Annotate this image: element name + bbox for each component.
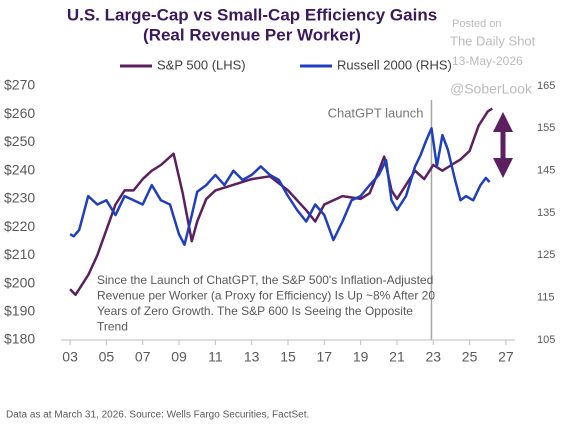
y2-tick-label: 165 — [537, 80, 555, 92]
y2-tick-label: 145 — [537, 165, 555, 177]
x-tick-label: 25 — [462, 349, 478, 365]
x-tick-label: 05 — [99, 349, 115, 365]
y-tick-label: $200 — [4, 274, 35, 290]
y-tick-label: $220 — [4, 218, 35, 234]
watermark: The Daily Shot — [450, 33, 536, 48]
y2-tick-label: 105 — [537, 334, 555, 346]
x-tick-label: 09 — [171, 349, 187, 365]
y2-tick-label: 115 — [537, 292, 555, 304]
source: Data as at March 31, 2026. Source: Wells… — [6, 410, 309, 421]
series-line — [69, 127, 491, 247]
x-tick-label: 21 — [389, 349, 405, 365]
event-label: ChatGPT launch — [328, 105, 424, 120]
y2-tick-label: 135 — [537, 207, 555, 219]
y-tick-label: $250 — [4, 133, 35, 149]
x-tick-label: 11 — [208, 349, 223, 365]
y-tick-label: $210 — [4, 246, 35, 262]
x-tick-label: 27 — [498, 349, 514, 365]
x-tick-label: 03 — [62, 349, 78, 365]
series-line — [69, 107, 493, 297]
x-tick-label: 15 — [280, 349, 296, 365]
y2-tick-label: 155 — [537, 122, 555, 134]
note: Years of Zero Growth. The S&P 600 Is See… — [97, 304, 413, 318]
watermark: 13-May-2026 — [452, 54, 523, 68]
legend-label: Russell 2000 (RHS) — [337, 57, 452, 72]
watermark: @SoberLook — [450, 81, 533, 97]
chart-title: U.S. Large-Cap vs Small-Cap Efficiency G… — [67, 5, 437, 24]
y-tick-label: $190 — [4, 302, 35, 318]
note: Since the Launch of ChatGPT, the S&P 500… — [97, 273, 433, 287]
chart-subtitle: (Real Revenue Per Worker) — [143, 25, 361, 44]
x-tick-label: 17 — [317, 349, 333, 365]
y2-tick-label: 125 — [537, 249, 555, 261]
note: Revenue per Worker (a Proxy for Efficien… — [97, 289, 435, 303]
x-tick-label: 23 — [425, 349, 441, 365]
y-tick-label: $270 — [4, 77, 35, 93]
x-tick-label: 13 — [244, 349, 260, 365]
watermark: Posted on — [452, 18, 502, 30]
x-tick-label: 07 — [135, 349, 151, 365]
legend-label: S&P 500 (LHS) — [157, 57, 246, 72]
y-tick-label: $260 — [4, 105, 35, 121]
y-tick-label: $180 — [4, 331, 35, 347]
y-tick-label: $230 — [4, 190, 35, 206]
x-tick-label: 19 — [353, 349, 369, 365]
note: Trend — [97, 320, 128, 334]
y-tick-label: $240 — [4, 161, 35, 177]
